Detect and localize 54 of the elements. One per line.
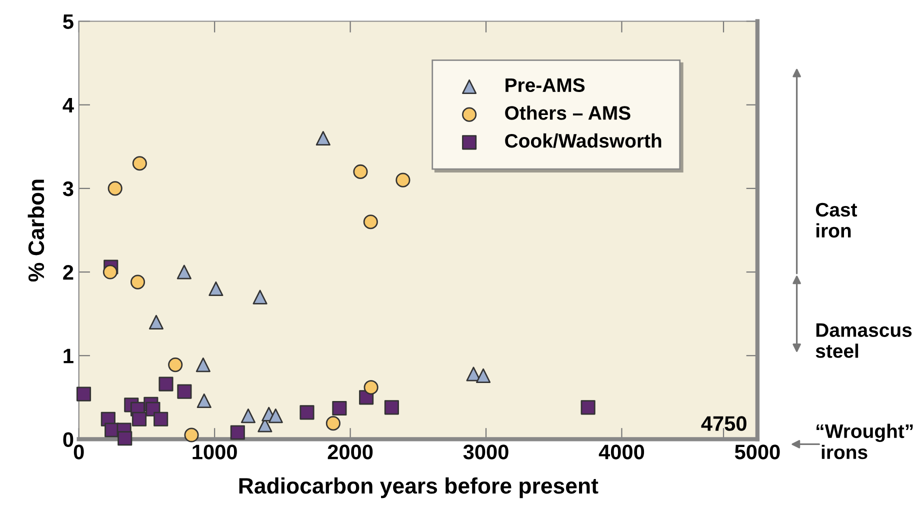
point [177, 384, 192, 399]
y-tick-label: 4 [62, 98, 74, 112]
point [384, 400, 399, 415]
x-tick-label: 5000 [734, 444, 780, 460]
point [154, 412, 168, 426]
point [196, 393, 212, 408]
point [132, 156, 147, 171]
point [130, 274, 146, 290]
text: Damascus steel [816, 323, 912, 358]
x-tick-label: 3000 [463, 444, 508, 460]
x-tick-label: 0 [74, 444, 84, 460]
legend-label: Pre-AMS [506, 78, 585, 92]
y-tick-label: 1 [64, 348, 74, 364]
y-tick-label: 0 [63, 432, 74, 447]
x-axis-title: Radiocarbon years before present [239, 477, 598, 498]
point [332, 400, 347, 416]
point [148, 314, 164, 330]
point [326, 416, 340, 431]
point [364, 380, 378, 395]
point [476, 368, 491, 383]
point [353, 164, 368, 179]
y-tick-label: 3 [62, 181, 74, 196]
text: “Wrought” irons [816, 424, 913, 460]
point [268, 408, 283, 424]
annotation: 4750 [701, 416, 746, 431]
point [396, 172, 410, 188]
point [300, 405, 314, 420]
point [76, 386, 92, 402]
y-tick-label: 2 [63, 265, 74, 280]
point [580, 400, 596, 415]
legend-label: Others – AMS [505, 106, 630, 120]
point [240, 408, 256, 424]
point [184, 428, 199, 442]
point [158, 376, 174, 392]
point [176, 264, 192, 280]
point [168, 358, 183, 372]
point [316, 130, 330, 146]
point [132, 412, 147, 426]
y-tick-label: 5 [63, 14, 74, 30]
legend-label: Cook/Wadsworth [505, 133, 662, 148]
point [108, 181, 122, 196]
x-tick-label: 2000 [328, 444, 373, 460]
point [196, 358, 210, 372]
point [252, 290, 268, 304]
x-tick-label: 4000 [598, 444, 644, 460]
point [118, 431, 132, 446]
point [466, 366, 481, 382]
text: Cast iron [816, 202, 858, 238]
point [208, 281, 224, 296]
point [363, 214, 378, 230]
point [102, 264, 118, 280]
x-tick-label: 1000 [192, 444, 237, 460]
point [230, 425, 245, 440]
y-axis-title: % Carbon [28, 180, 44, 282]
